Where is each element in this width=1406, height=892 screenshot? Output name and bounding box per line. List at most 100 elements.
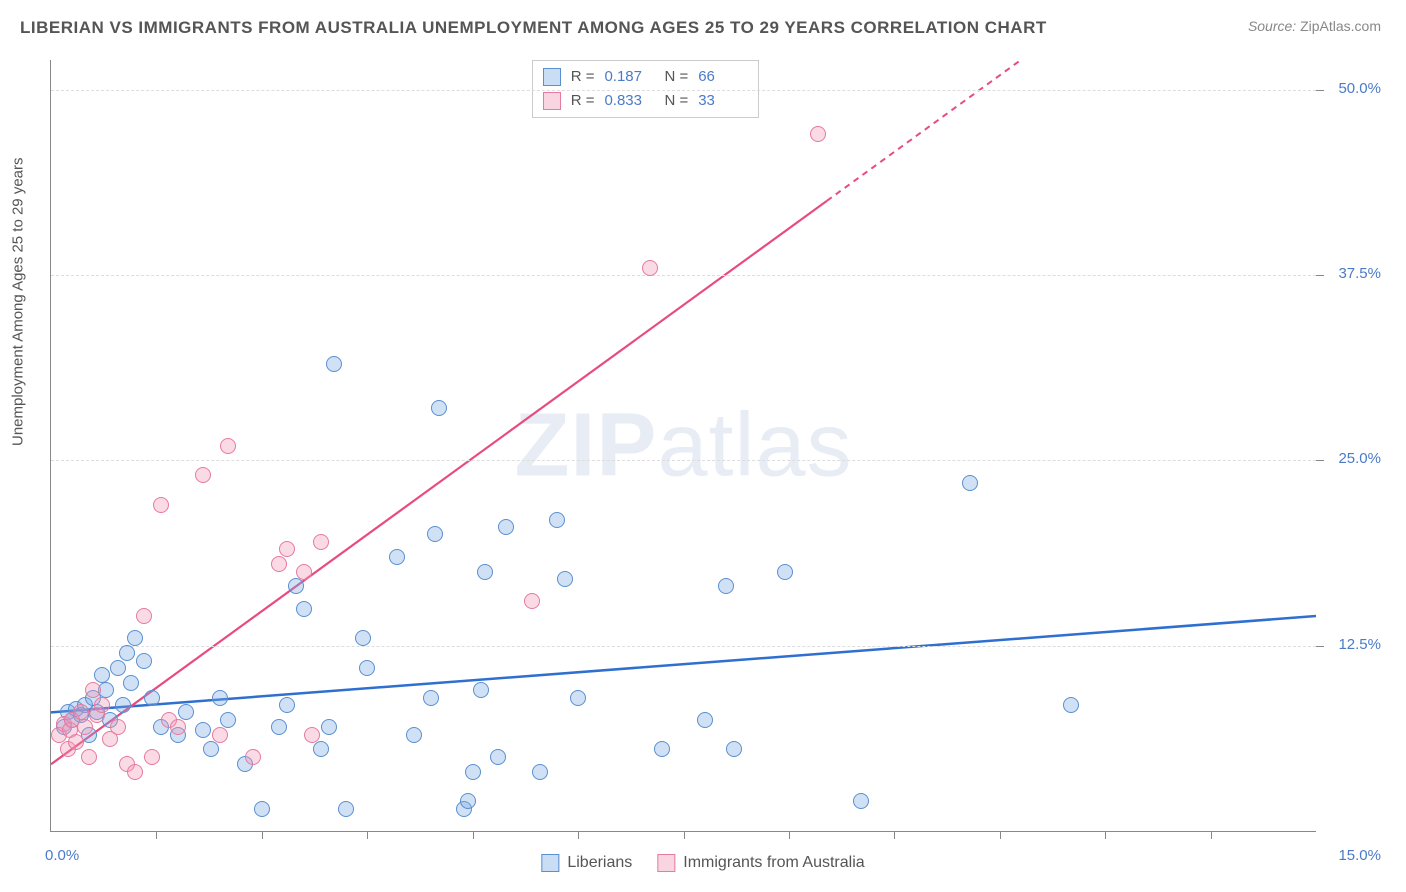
- y-tick-label: 25.0%: [1338, 450, 1381, 467]
- tick: [1316, 460, 1324, 461]
- n-label: N =: [664, 65, 688, 89]
- gridline: [51, 646, 1316, 647]
- data-point: [477, 564, 493, 580]
- stats-row: R = 0.833 N = 33: [543, 89, 749, 113]
- data-point: [853, 793, 869, 809]
- tick: [1211, 831, 1212, 839]
- n-value: 33: [698, 89, 748, 113]
- legend-label: Immigrants from Australia: [683, 854, 864, 872]
- data-point: [296, 601, 312, 617]
- data-point: [212, 690, 228, 706]
- data-point: [296, 564, 312, 580]
- data-point: [127, 630, 143, 646]
- n-value: 66: [698, 65, 748, 89]
- data-point: [127, 764, 143, 780]
- data-point: [326, 356, 342, 372]
- data-point: [532, 764, 548, 780]
- data-point: [389, 549, 405, 565]
- data-point: [279, 541, 295, 557]
- data-point: [245, 749, 261, 765]
- y-tick-label: 50.0%: [1338, 80, 1381, 97]
- r-value: 0.833: [604, 89, 654, 113]
- data-point: [110, 660, 126, 676]
- data-point: [498, 519, 514, 535]
- tick: [894, 831, 895, 839]
- data-point: [810, 126, 826, 142]
- r-value: 0.187: [604, 65, 654, 89]
- source-credit: Source: ZipAtlas.com: [1248, 18, 1381, 34]
- data-point: [524, 593, 540, 609]
- data-point: [153, 497, 169, 513]
- swatch-icon: [657, 854, 675, 872]
- data-point: [170, 719, 186, 735]
- tick: [1316, 90, 1324, 91]
- data-point: [68, 734, 84, 750]
- data-point: [85, 682, 101, 698]
- data-point: [220, 438, 236, 454]
- data-point: [427, 526, 443, 542]
- gridline: [51, 90, 1316, 91]
- legend: Liberians Immigrants from Australia: [541, 854, 864, 872]
- data-point: [123, 675, 139, 691]
- stats-row: R = 0.187 N = 66: [543, 65, 749, 89]
- watermark: ZIPatlas: [514, 394, 852, 497]
- data-point: [212, 727, 228, 743]
- tick: [684, 831, 685, 839]
- gridline: [51, 460, 1316, 461]
- data-point: [321, 719, 337, 735]
- data-point: [195, 722, 211, 738]
- data-point: [254, 801, 270, 817]
- data-point: [355, 630, 371, 646]
- data-point: [203, 741, 219, 757]
- data-point: [423, 690, 439, 706]
- tick: [367, 831, 368, 839]
- tick: [1316, 275, 1324, 276]
- data-point: [144, 690, 160, 706]
- swatch-icon: [541, 854, 559, 872]
- y-tick-label: 37.5%: [1338, 265, 1381, 282]
- source-value: ZipAtlas.com: [1300, 18, 1381, 34]
- data-point: [473, 682, 489, 698]
- data-point: [271, 556, 287, 572]
- data-point: [313, 534, 329, 550]
- tick: [1316, 646, 1324, 647]
- data-point: [777, 564, 793, 580]
- chart-title: LIBERIAN VS IMMIGRANTS FROM AUSTRALIA UN…: [20, 18, 1047, 38]
- tick: [578, 831, 579, 839]
- data-point: [697, 712, 713, 728]
- n-label: N =: [664, 89, 688, 113]
- data-point: [279, 697, 295, 713]
- data-point: [136, 608, 152, 624]
- y-axis-title: Unemployment Among Ages 25 to 29 years: [10, 157, 27, 446]
- data-point: [271, 719, 287, 735]
- watermark-zip: ZIP: [514, 395, 657, 495]
- data-point: [94, 697, 110, 713]
- data-point: [718, 578, 734, 594]
- data-point: [144, 749, 160, 765]
- x-tick-label: 0.0%: [45, 847, 79, 864]
- tick: [1105, 831, 1106, 839]
- data-point: [195, 467, 211, 483]
- data-point: [549, 512, 565, 528]
- data-point: [490, 749, 506, 765]
- data-point: [304, 727, 320, 743]
- scatter-plot: ZIPatlas R = 0.187 N = 66 R = 0.833 N = …: [50, 60, 1316, 832]
- trend-lines: [51, 60, 1316, 831]
- data-point: [110, 719, 126, 735]
- data-point: [220, 712, 236, 728]
- gridline: [51, 275, 1316, 276]
- data-point: [313, 741, 329, 757]
- legend-item: Liberians: [541, 854, 632, 872]
- swatch-icon: [543, 68, 561, 86]
- swatch-icon: [543, 92, 561, 110]
- data-point: [359, 660, 375, 676]
- data-point: [654, 741, 670, 757]
- x-tick-label: 15.0%: [1338, 847, 1381, 864]
- data-point: [94, 667, 110, 683]
- data-point: [119, 645, 135, 661]
- data-point: [726, 741, 742, 757]
- tick: [473, 831, 474, 839]
- data-point: [73, 704, 89, 720]
- watermark-atlas: atlas: [657, 395, 852, 495]
- data-point: [962, 475, 978, 491]
